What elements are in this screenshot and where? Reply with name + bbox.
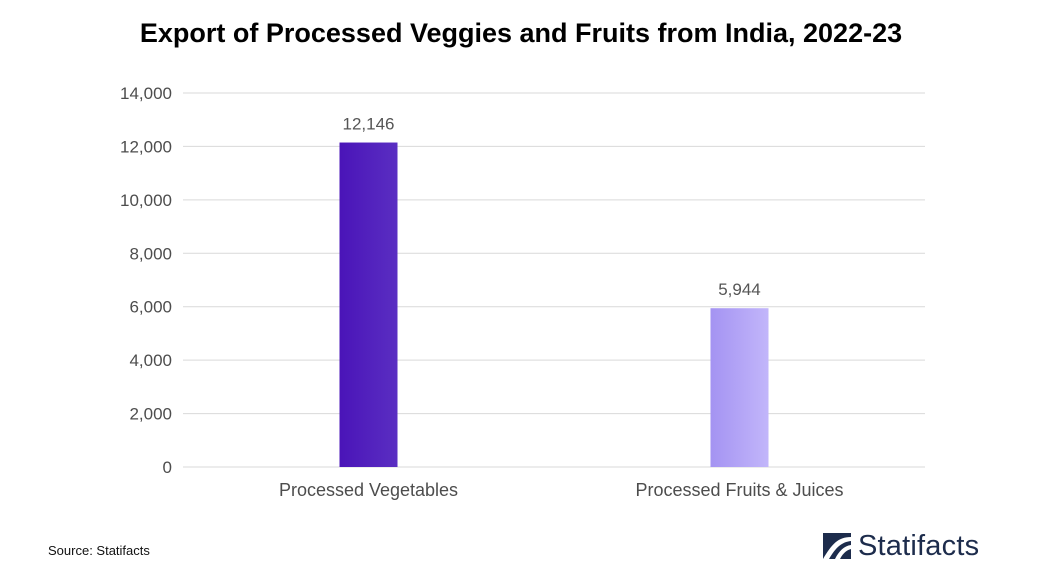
bars xyxy=(339,142,769,467)
y-tick-label: 2,000 xyxy=(129,405,172,424)
grid-lines xyxy=(183,92,925,468)
x-axis-ticks: Processed Vegetables Processed Fruits & J… xyxy=(279,480,844,500)
data-labels: 12,146 5,944 xyxy=(343,115,761,300)
source-note: Source: Statifacts xyxy=(48,543,150,558)
y-axis-ticks: 0 2,000 4,000 6,000 8,000 10,000 12,000 14,000 xyxy=(120,84,172,477)
brand-logo: Statifacts xyxy=(822,528,979,564)
data-label: 5,944 xyxy=(718,280,761,299)
y-tick-label: 8,000 xyxy=(129,244,172,263)
bar-2 xyxy=(710,308,769,467)
y-tick-label: 0 xyxy=(163,458,172,477)
bar-1 xyxy=(339,142,398,467)
y-tick-label: 10,000 xyxy=(120,191,172,210)
y-tick-label: 12,000 xyxy=(120,137,172,156)
brand-name: Statifacts xyxy=(858,529,980,562)
statifacts-logo-icon xyxy=(823,533,851,559)
x-tick-label: Processed Fruits & Juices xyxy=(635,480,843,500)
y-tick-label: 6,000 xyxy=(129,298,172,317)
chart-title: Export of Processed Veggies and Fruits f… xyxy=(139,18,903,48)
x-tick-label: Processed Vegetables xyxy=(279,480,458,500)
y-tick-label: 4,000 xyxy=(129,351,172,370)
data-label: 12,146 xyxy=(343,115,395,134)
y-tick-label: 14,000 xyxy=(120,84,172,103)
